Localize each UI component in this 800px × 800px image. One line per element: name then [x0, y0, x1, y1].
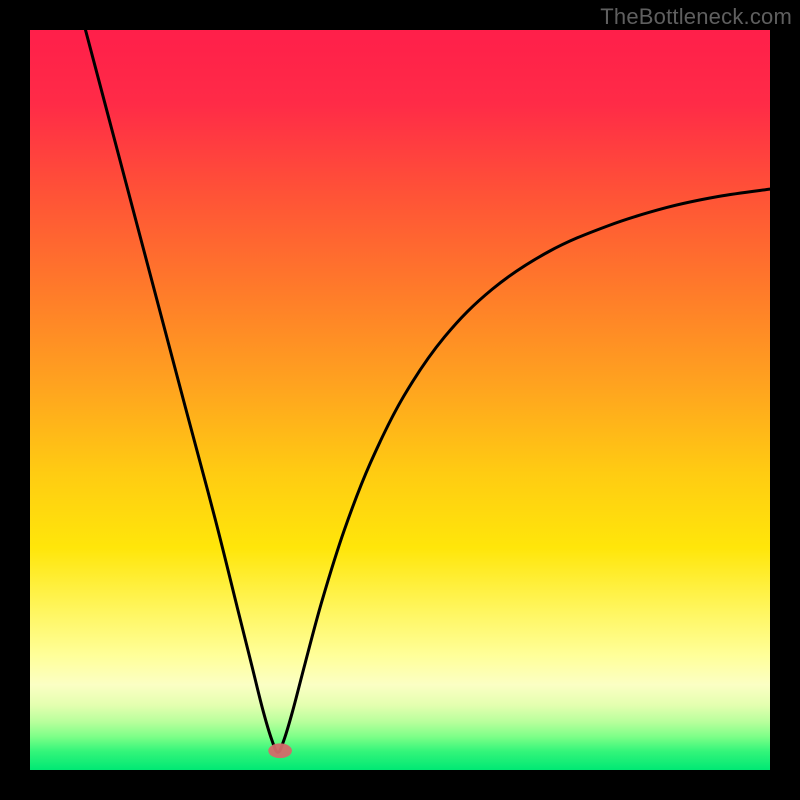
- watermark-label: TheBottleneck.com: [600, 4, 792, 30]
- minimum-marker: [268, 743, 292, 758]
- chart-svg: [0, 0, 800, 800]
- chart-root: TheBottleneck.com: [0, 0, 800, 800]
